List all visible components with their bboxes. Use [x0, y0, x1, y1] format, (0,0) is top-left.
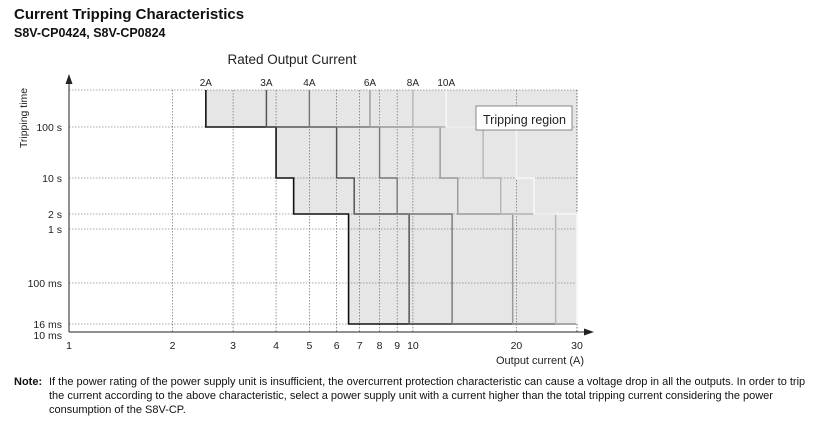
x-tick-2: 2: [170, 340, 176, 352]
tripping-region-area: [205, 90, 577, 324]
x-tick-7: 7: [357, 340, 363, 352]
chart-heading: Current Tripping Characteristics: [14, 6, 245, 23]
y-tick-10s: 10 s: [42, 173, 62, 185]
chart-series: [205, 90, 578, 325]
series-line-3A: [265, 90, 577, 325]
y-tick-2s: 2 s: [48, 209, 62, 221]
tripping-region-fill: [205, 90, 577, 324]
footnote-label: Note:: [14, 376, 43, 388]
series-line-6A: [369, 90, 577, 325]
series-label-10A: 10A: [437, 78, 455, 89]
series-label-2A: 2A: [200, 78, 213, 89]
y-tick-100ms: 100 ms: [28, 278, 62, 290]
x-axis-label: Output current (A): [496, 355, 584, 367]
series-label-3A: 3A: [260, 78, 273, 89]
x-tick-10: 10: [407, 340, 419, 352]
footnote-text: If the power rating of the power supply …: [49, 376, 806, 416]
series-label-8A: 8A: [407, 78, 420, 89]
x-tick-1: 1: [66, 340, 72, 352]
chart-labels: 2A 3A 4A 6A 8A 10A 1 2 3 4 5 6 7 8 9 10 20 30 100 s 10 s 2 s…: [28, 78, 583, 352]
y-axis-label: Tripping time: [18, 88, 30, 148]
x-tick-5: 5: [306, 340, 312, 352]
x-tick-30: 30: [571, 340, 583, 352]
tripping-region-label: Tripping region: [483, 113, 566, 127]
tripping-region-box: [475, 105, 573, 131]
series-label-4A: 4A: [303, 78, 316, 89]
y-axis-arrow: [65, 74, 73, 84]
y-tick-10ms: 10 ms: [33, 330, 62, 342]
x-tick-20: 20: [511, 340, 523, 352]
y-tick-1s: 1 s: [48, 224, 62, 236]
x-tick-8: 8: [377, 340, 383, 352]
x-tick-4: 4: [273, 340, 279, 352]
series-line-2A: [205, 90, 577, 325]
y-tick-100s: 100 s: [36, 122, 62, 134]
x-tick-3: 3: [230, 340, 236, 352]
y-tick-16ms: 16 ms: [33, 319, 62, 331]
series-label-6A: 6A: [364, 78, 377, 89]
x-axis-arrow: [584, 328, 594, 336]
x-tick-9: 9: [394, 340, 400, 352]
x-tick-6: 6: [334, 340, 340, 352]
series-line-4A: [308, 90, 577, 325]
model-subheading: S8V-CP0424, S8V-CP0824: [14, 26, 166, 40]
chart-title: Rated Output Current: [227, 52, 356, 67]
series-line-10A: [445, 90, 578, 324]
tripping-chart: 2A 3A 4A 6A 8A 10A 1 2 3 4 5 6 7 8 9 10 20 30 100 s 10 s 2 s…: [18, 52, 594, 367]
chart-axes: [65, 74, 594, 336]
